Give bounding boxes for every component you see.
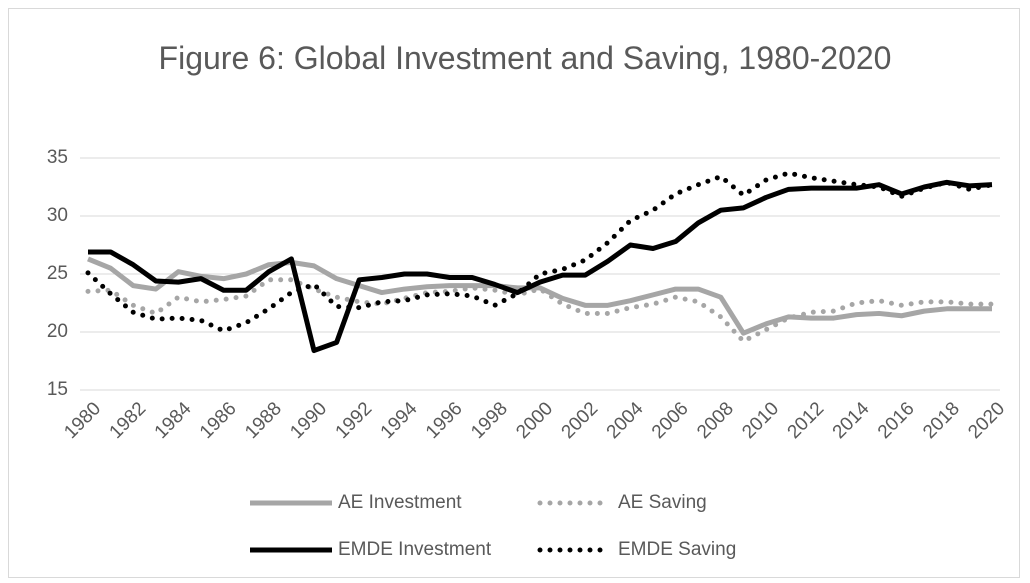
y-tick-label: 35: [47, 147, 68, 168]
x-tick-label: 2014: [829, 398, 874, 443]
x-tick-label: 1994: [377, 398, 422, 443]
x-tick-label: 2010: [738, 398, 783, 443]
y-tick-label: 25: [47, 263, 68, 284]
y-tick-label: 20: [47, 321, 68, 342]
x-tick-label: 2020: [964, 398, 1009, 443]
series-line: [87, 256, 992, 336]
legend-label: EMDE Investment: [338, 539, 492, 560]
x-tick-label: 2012: [784, 398, 829, 443]
x-tick-label: 2006: [648, 398, 693, 443]
x-tick-label: 2008: [693, 398, 738, 443]
series-line: [88, 179, 993, 354]
chart-title: Figure 6: Global Investment and Saving, …: [158, 40, 892, 76]
x-tick-label: 1980: [60, 398, 105, 443]
y-tick-label: 30: [47, 205, 68, 226]
x-tick-label: 1982: [106, 398, 151, 443]
x-tick-label: 1984: [151, 398, 196, 443]
x-tick-label: 2002: [558, 398, 603, 443]
x-tick-label: 1996: [422, 398, 467, 443]
series-line: [85, 277, 995, 345]
x-tick-label: 1998: [467, 398, 512, 443]
x-tick-label: 2016: [874, 398, 919, 443]
x-tick-label: 2004: [603, 398, 648, 443]
legend-label: EMDE Saving: [618, 539, 736, 560]
series-line: [85, 170, 995, 334]
x-tick-label: 1992: [332, 398, 377, 443]
x-tick-label: 1986: [196, 398, 241, 443]
x-tick-label: 2000: [512, 398, 557, 443]
legend-label: AE Saving: [618, 492, 707, 513]
x-tick-label: 2018: [919, 398, 964, 443]
chart-frame: [8, 8, 1020, 578]
legend-label: AE Investment: [338, 492, 462, 513]
x-tick-label: 1990: [286, 398, 331, 443]
x-tick-label: 1988: [241, 398, 286, 443]
y-tick-label: 15: [47, 379, 68, 400]
